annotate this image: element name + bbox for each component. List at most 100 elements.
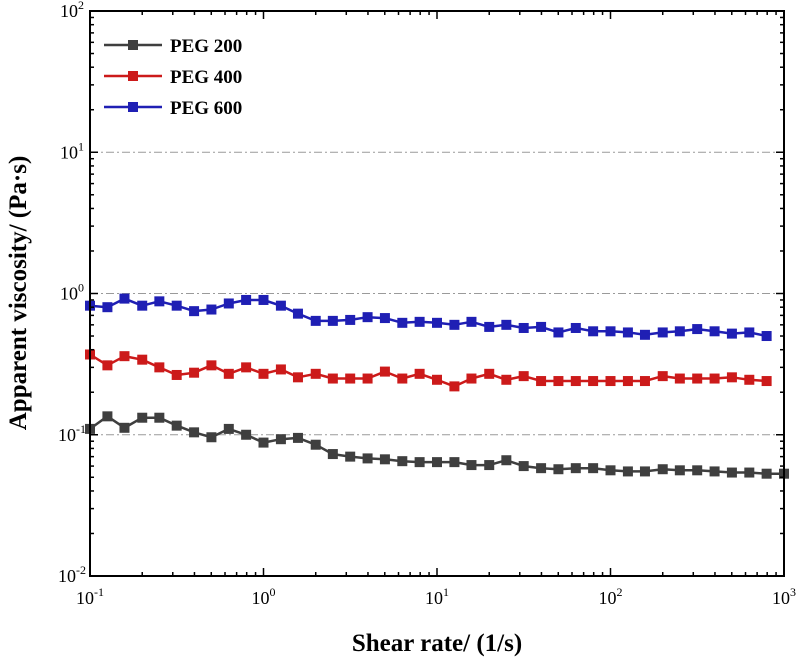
- data-point: [605, 326, 616, 337]
- x-tick-label: 100: [252, 585, 276, 608]
- data-point: [761, 468, 772, 479]
- data-point: [310, 439, 321, 450]
- data-point: [605, 465, 616, 476]
- data-point: [327, 315, 338, 326]
- data-point: [327, 449, 338, 460]
- data-point: [449, 381, 460, 392]
- data-point: [536, 376, 547, 387]
- data-point: [241, 362, 252, 373]
- data-point: [709, 326, 720, 337]
- data-point: [518, 371, 529, 382]
- data-point: [588, 463, 599, 474]
- data-point: [189, 367, 200, 378]
- data-point: [223, 368, 234, 379]
- data-point: [674, 326, 685, 337]
- data-point: [726, 467, 737, 478]
- data-point: [379, 366, 390, 377]
- data-point: [223, 298, 234, 309]
- data-point: [397, 456, 408, 467]
- series-group: [85, 349, 772, 392]
- data-point: [310, 315, 321, 326]
- series-group: [85, 411, 789, 479]
- data-point: [605, 376, 616, 387]
- data-point: [275, 364, 286, 375]
- data-point: [692, 324, 703, 335]
- y-axis-label: Apparent viscosity/ (Pa·s): [5, 156, 32, 431]
- data-point: [466, 316, 477, 327]
- data-point: [154, 412, 165, 423]
- data-point: [639, 376, 650, 387]
- y-tick-label: 101: [60, 139, 84, 162]
- series-group: [85, 293, 772, 342]
- data-point: [102, 302, 113, 313]
- data-point: [397, 373, 408, 384]
- y-tick-label: 10-2: [58, 563, 86, 586]
- data-point: [484, 368, 495, 379]
- data-point: [570, 322, 581, 333]
- data-point: [189, 427, 200, 438]
- data-point: [501, 455, 512, 466]
- data-point: [171, 420, 182, 431]
- data-point: [223, 423, 234, 434]
- legend: PEG 200 PEG 400 PEG 600: [104, 36, 242, 119]
- legend-entry: PEG 400: [104, 67, 242, 88]
- data-point: [501, 319, 512, 330]
- data-point: [206, 360, 217, 371]
- legend-marker: [128, 102, 138, 112]
- x-tick-label: 10-1: [76, 585, 104, 608]
- data-point: [414, 457, 425, 468]
- data-point: [414, 368, 425, 379]
- data-point: [414, 316, 425, 327]
- data-point: [432, 457, 442, 468]
- data-point: [761, 376, 772, 387]
- data-point: [327, 373, 338, 384]
- data-point: [345, 314, 356, 325]
- y-tick-label: 10-1: [58, 422, 86, 445]
- data-point: [258, 368, 269, 379]
- data-point: [484, 460, 495, 471]
- data-point: [536, 321, 547, 332]
- data-point: [622, 327, 633, 338]
- data-point: [292, 308, 303, 319]
- data-point: [432, 374, 442, 385]
- data-point: [275, 434, 286, 445]
- data-point: [484, 321, 495, 332]
- legend-marker: [128, 71, 138, 81]
- data-point: [639, 466, 650, 477]
- x-tick-label: 103: [772, 585, 796, 608]
- data-point: [518, 322, 529, 333]
- data-point: [362, 373, 373, 384]
- data-point: [362, 312, 373, 323]
- grid-lines: [90, 151, 784, 436]
- data-point: [397, 317, 408, 328]
- axis-ticks: [89, 10, 785, 577]
- data-point: [622, 466, 633, 477]
- data-point: [588, 376, 599, 387]
- x-tick-label: 102: [599, 585, 623, 608]
- data-point: [622, 376, 633, 387]
- legend-marker: [128, 40, 138, 50]
- data-point: [258, 437, 269, 448]
- y-tick-label: 100: [60, 281, 84, 304]
- data-point: [570, 463, 581, 474]
- data-point: [292, 432, 303, 443]
- data-point: [432, 317, 442, 328]
- data-point: [744, 327, 755, 338]
- data-point: [536, 463, 547, 474]
- data-point: [692, 373, 703, 384]
- data-point: [258, 294, 269, 305]
- x-axis-label: Shear rate/ (1/s): [352, 630, 522, 657]
- y-tick-label: 102: [60, 0, 84, 21]
- plot-series: [85, 293, 789, 479]
- data-point: [466, 373, 477, 384]
- data-point: [154, 362, 165, 373]
- data-point: [102, 411, 113, 422]
- data-point: [189, 306, 200, 317]
- data-point: [119, 351, 130, 362]
- data-point: [119, 293, 130, 304]
- data-point: [241, 429, 252, 440]
- legend-label: PEG 600: [170, 98, 242, 119]
- data-point: [553, 464, 564, 475]
- data-point: [726, 328, 737, 339]
